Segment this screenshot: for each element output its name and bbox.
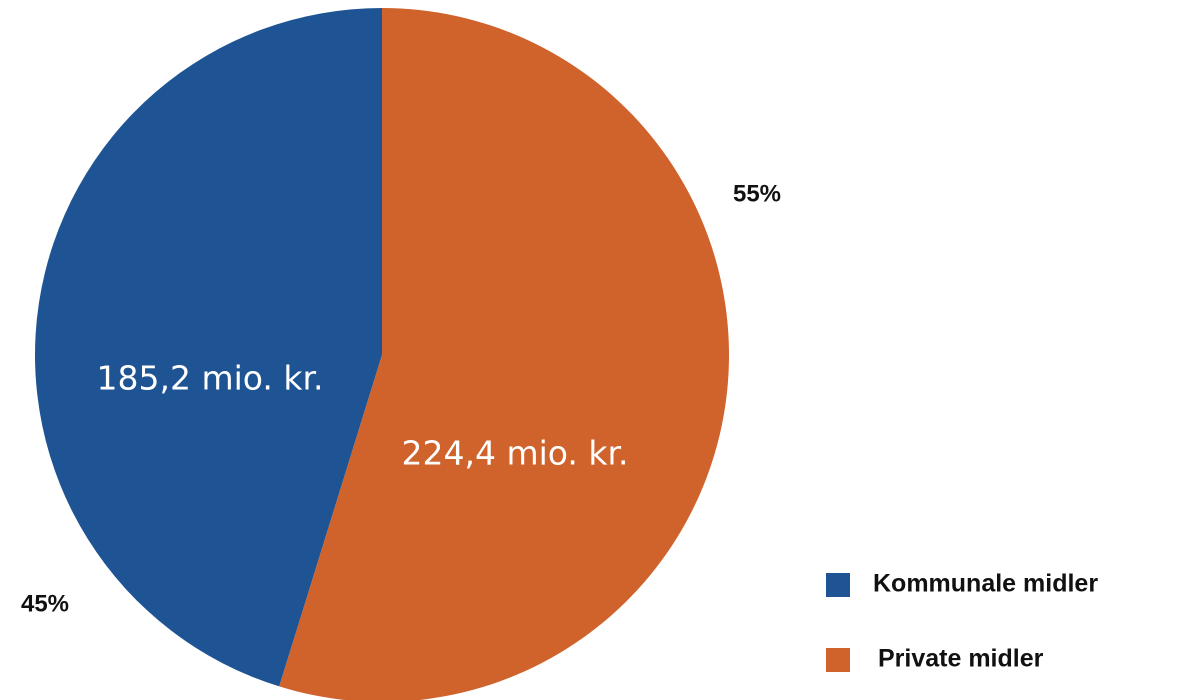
legend-label: Private midler (878, 645, 1044, 673)
legend-swatch (826, 573, 850, 597)
slice-value-label: 185,2 mio. kr. (96, 359, 323, 398)
slice-percentage-label: 55% (733, 180, 781, 207)
slice-value-label: 224,4 mio. kr. (401, 434, 628, 473)
slice-percentage-label: 45% (21, 590, 69, 617)
pie-slice (279, 8, 729, 700)
pie-slice (35, 8, 382, 687)
legend-swatch (826, 648, 850, 672)
legend-label: Kommunale midler (873, 570, 1098, 598)
